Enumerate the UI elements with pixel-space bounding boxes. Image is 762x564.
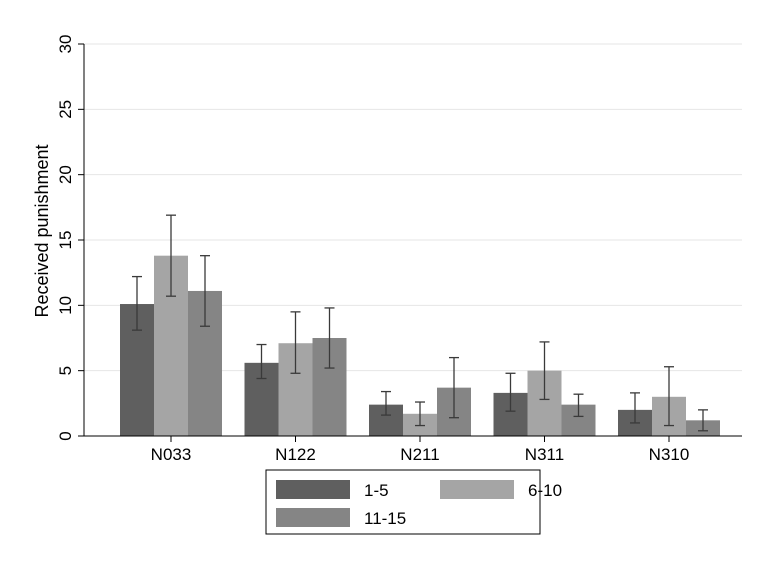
error-bar bbox=[166, 214, 176, 297]
y-tick-label: 5 bbox=[56, 366, 75, 375]
error-bar bbox=[256, 343, 267, 380]
x-tick-label: N310 bbox=[649, 445, 690, 464]
y-tick-label: 30 bbox=[56, 35, 75, 54]
error-bar bbox=[381, 390, 391, 416]
error-bar bbox=[505, 372, 516, 412]
x-tick-label: N311 bbox=[525, 445, 564, 464]
y-tick-label: 10 bbox=[56, 296, 75, 315]
legend: 1-5 6-10 11-15 bbox=[265, 469, 562, 535]
error-bar bbox=[698, 409, 708, 432]
x-tick-label: N122 bbox=[275, 445, 316, 464]
error-bar bbox=[630, 392, 640, 424]
legend-item: 6-10 bbox=[440, 480, 562, 500]
error-bar bbox=[539, 341, 550, 401]
legend-item: 1-5 bbox=[276, 480, 389, 500]
legend-label: 11-15 bbox=[364, 509, 406, 528]
x-tick-label: N033 bbox=[151, 445, 192, 464]
error-bar bbox=[573, 393, 584, 418]
error-bars bbox=[132, 214, 708, 432]
error-bar bbox=[324, 307, 335, 369]
y-ticks: 0 5 10 15 20 25 30 bbox=[56, 35, 84, 441]
x-ticks: N033 N122 N211 N311 N310 bbox=[151, 436, 690, 464]
error-bar bbox=[415, 401, 425, 427]
error-bar bbox=[290, 311, 301, 374]
legend-swatch bbox=[440, 480, 514, 499]
error-bar bbox=[200, 255, 210, 327]
y-axis-title: Received punishment bbox=[32, 144, 52, 317]
legend-item: 11-15 bbox=[276, 508, 406, 528]
y-tick-label: 0 bbox=[56, 431, 75, 440]
y-tick-label: 20 bbox=[56, 165, 75, 184]
legend-label: 1-5 bbox=[364, 481, 389, 500]
legend-swatch bbox=[276, 508, 350, 527]
error-bar bbox=[132, 275, 142, 331]
legend-label: 6-10 bbox=[528, 481, 562, 500]
error-bar bbox=[449, 356, 459, 419]
legend-swatch bbox=[276, 480, 350, 499]
y-tick-label: 25 bbox=[56, 100, 75, 119]
error-bar bbox=[664, 366, 674, 427]
x-tick-label: N211 bbox=[400, 445, 439, 464]
y-tick-label: 15 bbox=[56, 231, 75, 250]
